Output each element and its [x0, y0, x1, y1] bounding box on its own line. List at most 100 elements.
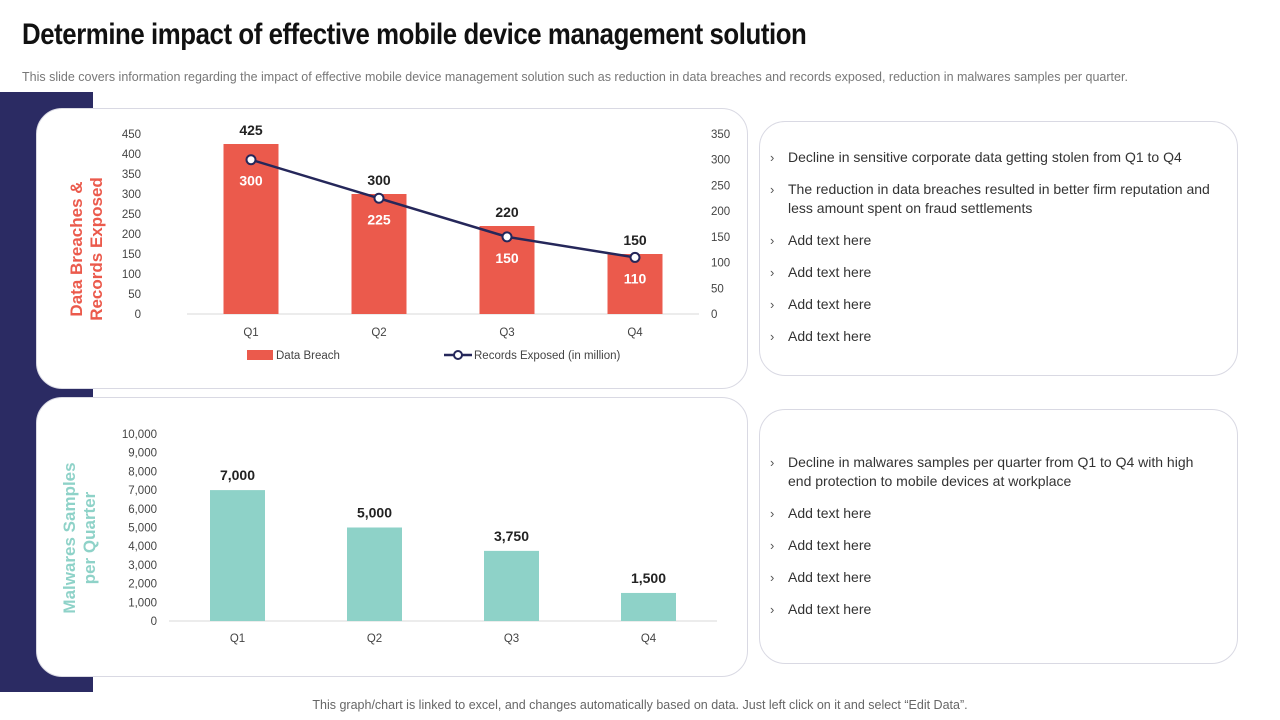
line-value-label: 150	[495, 250, 519, 266]
chevron-right-icon: ›	[770, 297, 775, 312]
y2-tick-label: 250	[711, 180, 730, 192]
breaches-note-bullet-text: Add text here	[788, 296, 872, 312]
y2-tick-label: 150	[711, 232, 730, 244]
malware-samples-chart[interactable]: 0 1,000 2,000 3,000 4,000 5,000 6,000 7,000 8,00…	[37, 398, 749, 678]
y-tick-label: 6,000	[128, 504, 157, 516]
y2-tick-label: 100	[711, 258, 730, 270]
breaches-note-bullet-text: Add text here	[788, 328, 872, 344]
malware-chart-card[interactable]: 0 1,000 2,000 3,000 4,000 5,000 6,000 7,000 8,00…	[36, 397, 748, 677]
bar-malware-samples	[347, 527, 402, 621]
malware-note-bullet-5: › Add text here	[768, 600, 1217, 619]
breaches-note-bullet-6: › Add text here	[768, 327, 1217, 346]
y-tick-label: 1,000	[128, 597, 157, 609]
bar-value-label: 300	[367, 172, 391, 188]
legend-label-data-breach: Data Breach	[276, 350, 340, 362]
bar-malware-samples	[484, 550, 539, 621]
bar-data-breach	[351, 194, 407, 314]
chevron-right-icon: ›	[770, 265, 775, 280]
bar-value-label: 425	[239, 122, 263, 138]
x-tick-label: Q4	[627, 327, 643, 339]
bar-value-label: 3,750	[494, 528, 529, 544]
breaches-notes-list: › Decline in sensitive corporate data get…	[768, 148, 1217, 359]
y-tick-label: 400	[122, 149, 141, 161]
x-tick-label: Q2	[371, 327, 386, 339]
chevron-right-icon: ›	[770, 455, 775, 470]
y-tick-label: 0	[151, 616, 157, 628]
malware-note-bullet-text: Add text here	[788, 537, 872, 553]
y-tick-label: 7,000	[128, 485, 157, 497]
y-tick-label: 4,000	[128, 541, 157, 553]
chevron-right-icon: ›	[770, 329, 775, 344]
malware-note-bullet-1: › Decline in malwares samples per quarter…	[768, 453, 1217, 491]
y-axis-title-line: Records Exposed	[87, 177, 106, 321]
y-tick-label: 9,000	[128, 448, 157, 460]
breaches-note-bullet-3: › Add text here	[768, 231, 1217, 250]
y-tick-label: 450	[122, 129, 141, 141]
page-subtitle: This slide covers information regarding …	[22, 70, 1128, 84]
breaches-notes-card: › Decline in sensitive corporate data get…	[759, 121, 1238, 376]
y-axis-title-line: Data Breaches &	[67, 181, 86, 316]
y-tick-label: 250	[122, 209, 141, 221]
legend-marker-records-exposed	[453, 350, 463, 360]
chevron-right-icon: ›	[770, 150, 775, 165]
y2-tick-label: 50	[711, 283, 724, 295]
breaches-note-bullet-text: Decline in sensitive corporate data gett…	[788, 149, 1182, 165]
breaches-note-bullet-text: The reduction in data breaches resulted …	[788, 181, 1210, 216]
x-tick-label: Q3	[504, 633, 519, 645]
y2-tick-label: 200	[711, 206, 730, 218]
y2-tick-label: 0	[711, 309, 717, 321]
breaches-records-chart[interactable]: 0 50 100 150 200 250 300 350 400 450 0 50 100 150 200 2…	[37, 109, 749, 390]
line-point-records-exposed	[501, 231, 513, 243]
y-tick-label: 0	[135, 309, 141, 321]
chevron-right-icon: ›	[770, 538, 775, 553]
y2-tick-label: 300	[711, 155, 730, 167]
malware-notes-card: › Decline in malwares samples per quarter…	[759, 409, 1238, 664]
y-axis-title-line: Malwares Samples	[60, 462, 79, 613]
y-tick-label: 350	[122, 169, 141, 181]
malware-note-bullet-text: Add text here	[788, 601, 872, 617]
page-title: Determine impact of effective mobile dev…	[22, 18, 807, 51]
malware-note-bullet-text: Add text here	[788, 505, 872, 521]
y-tick-label: 2,000	[128, 579, 157, 591]
malware-note-bullet-text: Decline in malwares samples per quarter …	[788, 454, 1194, 489]
line-point-records-exposed	[629, 251, 641, 263]
y-axis-title: Malwares Samplesper Quarter	[60, 462, 99, 613]
breaches-note-bullet-1: › Decline in sensitive corporate data get…	[768, 148, 1217, 167]
y-tick-label: 10,000	[122, 429, 157, 441]
line-point-records-exposed	[373, 192, 385, 204]
y-tick-label: 150	[122, 249, 141, 261]
bar-malware-samples	[621, 592, 676, 621]
breaches-chart-card[interactable]: 0 50 100 150 200 250 300 350 400 450 0 50 100 150 200 2…	[36, 108, 748, 389]
bar-data-breach	[223, 144, 279, 314]
y-tick-label: 300	[122, 189, 141, 201]
line-value-label: 225	[367, 211, 391, 227]
line-value-label: 110	[624, 270, 647, 286]
x-tick-label: Q3	[499, 327, 514, 339]
y-tick-label: 3,000	[128, 560, 157, 572]
y-axis-title: Data Breaches &Records Exposed	[67, 177, 106, 321]
breaches-note-bullet-text: Add text here	[788, 232, 872, 248]
bar-data-breach	[607, 254, 663, 314]
bar-value-label: 5,000	[357, 505, 392, 521]
malware-note-bullet-text: Add text here	[788, 569, 872, 585]
y-tick-label: 100	[122, 269, 141, 281]
breaches-note-bullet-4: › Add text here	[768, 263, 1217, 282]
y2-tick-label: 350	[711, 129, 730, 141]
legend-swatch-data-breach	[247, 350, 273, 360]
line-value-label: 300	[239, 173, 263, 189]
breaches-note-bullet-2: › The reduction in data breaches resulted…	[768, 180, 1217, 218]
chevron-right-icon: ›	[770, 506, 775, 521]
breaches-note-bullet-5: › Add text here	[768, 295, 1217, 314]
malware-notes-list: › Decline in malwares samples per quarter…	[768, 453, 1217, 632]
x-tick-label: Q2	[367, 633, 382, 645]
line-point-records-exposed	[245, 154, 257, 166]
y-tick-label: 200	[122, 229, 141, 241]
legend-label-records-exposed: Records Exposed (in million)	[474, 350, 621, 362]
chevron-right-icon: ›	[770, 182, 775, 197]
bar-value-label: 1,500	[631, 570, 666, 586]
y-tick-label: 50	[128, 289, 141, 301]
y-tick-label: 8,000	[128, 466, 157, 478]
x-tick-label: Q1	[230, 633, 245, 645]
chevron-right-icon: ›	[770, 602, 775, 617]
y-tick-label: 5,000	[128, 523, 157, 535]
